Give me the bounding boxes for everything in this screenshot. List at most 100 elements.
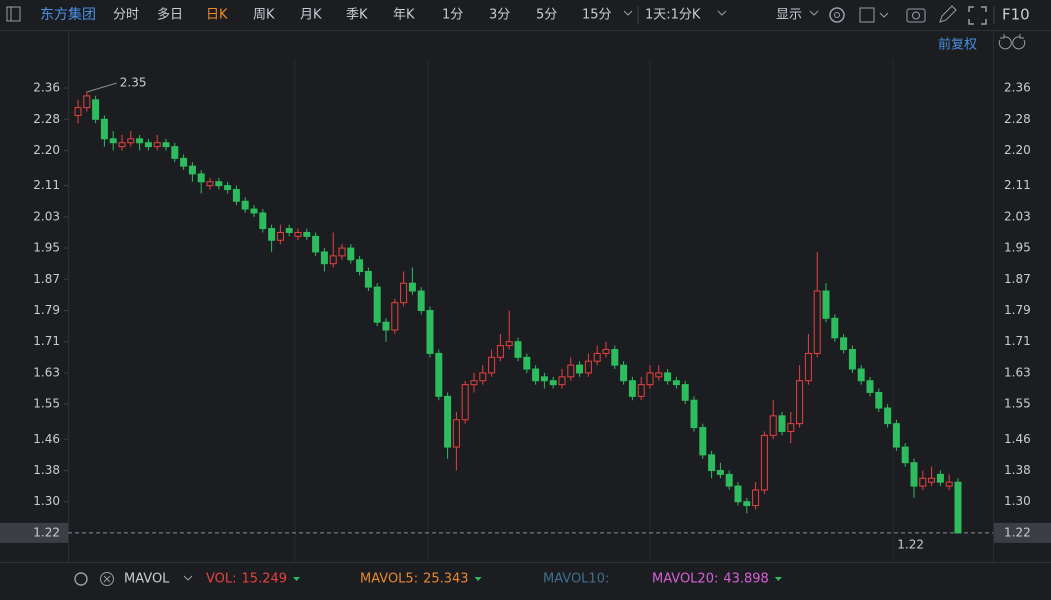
candle-body bbox=[470, 380, 478, 386]
y-tick-label-right: 2.11 bbox=[1004, 178, 1031, 192]
y-tick-label-right: 2.03 bbox=[1004, 209, 1031, 223]
candle-body bbox=[391, 302, 399, 331]
trend-arrow bbox=[774, 577, 782, 581]
display-menu[interactable]: 显示 bbox=[776, 8, 802, 23]
period-tab[interactable]: 年K bbox=[393, 8, 415, 23]
dropdown-arrow[interactable] bbox=[879, 12, 889, 18]
candle-body bbox=[866, 380, 874, 393]
candle-body bbox=[760, 434, 768, 491]
candle-body bbox=[540, 376, 548, 382]
y-tick-label-right: 1.71 bbox=[1004, 334, 1031, 348]
camera-icon[interactable] bbox=[906, 8, 926, 23]
indicator-settings[interactable] bbox=[74, 572, 88, 586]
candle-body bbox=[276, 231, 284, 241]
indicator-label[interactable]: VOL: bbox=[206, 572, 237, 587]
last-price-tag bbox=[994, 522, 1051, 543]
period-tab[interactable]: 3分 bbox=[489, 8, 510, 23]
period-tab[interactable]: 1分 bbox=[442, 8, 463, 23]
candle-body bbox=[180, 157, 188, 167]
candle-body bbox=[928, 477, 936, 483]
f10-button[interactable]: F10 bbox=[1002, 6, 1030, 24]
y-tick-label-right: 1.63 bbox=[1004, 365, 1031, 379]
indicator-name[interactable]: MAVOL bbox=[124, 572, 170, 587]
candle-body bbox=[488, 356, 496, 374]
dropdown-arrow[interactable] bbox=[809, 10, 819, 16]
candle-body bbox=[479, 372, 487, 382]
candle-body bbox=[716, 469, 724, 475]
candle-body bbox=[857, 368, 865, 382]
y-tick-label-right: 2.28 bbox=[1004, 112, 1031, 126]
y-tick-label: 1.38 bbox=[33, 463, 60, 477]
checkbox-icon[interactable] bbox=[859, 7, 875, 23]
candles bbox=[74, 91, 962, 534]
settings-icon[interactable] bbox=[829, 7, 845, 23]
adjust-mode[interactable]: 前复权 bbox=[938, 37, 977, 53]
candle-body bbox=[303, 231, 311, 237]
period-tab[interactable]: 分时 bbox=[113, 8, 139, 23]
candle-body bbox=[910, 462, 918, 487]
candle-body bbox=[584, 360, 592, 374]
stock-name[interactable]: 东方集团 bbox=[40, 6, 96, 23]
period-tab[interactable]: 5分 bbox=[536, 8, 557, 23]
candle-body bbox=[593, 352, 601, 362]
period-tab[interactable]: 日K bbox=[206, 8, 228, 23]
candle-body bbox=[549, 380, 557, 386]
y-tick-label: 2.11 bbox=[33, 178, 60, 192]
candle-body bbox=[884, 407, 892, 425]
candle-body bbox=[831, 317, 839, 339]
indicator-label[interactable]: MAVOL5: bbox=[360, 572, 418, 587]
candle-body bbox=[188, 165, 196, 175]
dropdown-arrow[interactable] bbox=[717, 10, 727, 16]
candle-body bbox=[769, 415, 777, 436]
candle-body bbox=[743, 501, 751, 507]
candle-body bbox=[532, 368, 540, 382]
y-tick-label-right: 2.20 bbox=[1004, 143, 1031, 157]
y-tick-label: 2.36 bbox=[33, 81, 60, 95]
candle-body bbox=[329, 255, 337, 265]
candle-body bbox=[400, 282, 408, 304]
period-tab[interactable]: 月K bbox=[300, 8, 322, 23]
indicator-value: 25.343 bbox=[423, 572, 469, 587]
period-tab[interactable]: 多日 bbox=[157, 7, 183, 23]
dropdown-arrow[interactable] bbox=[183, 575, 193, 581]
indicator-close[interactable] bbox=[100, 572, 114, 586]
candle-body bbox=[241, 200, 249, 210]
y-tick-label-right: 1.46 bbox=[1004, 432, 1031, 446]
indicator-label[interactable]: MAVOL20: bbox=[652, 572, 718, 587]
y-tick-label-right: 1.55 bbox=[1004, 397, 1031, 411]
candle-body bbox=[83, 95, 91, 109]
period-tab[interactable]: 15分 bbox=[582, 8, 612, 23]
candle-body bbox=[118, 142, 126, 148]
indicator-label[interactable]: MAVOL10: bbox=[543, 572, 609, 587]
candle-body bbox=[804, 352, 812, 382]
y-tick-label-right: 1.79 bbox=[1004, 303, 1031, 317]
candle-body bbox=[224, 185, 232, 191]
period-tab[interactable]: 季K bbox=[346, 8, 368, 23]
redo-icon[interactable] bbox=[1012, 34, 1026, 50]
sidebar-icon[interactable] bbox=[6, 6, 21, 22]
undo-icon[interactable] bbox=[998, 34, 1012, 50]
candle-body bbox=[373, 286, 381, 323]
last-price-tag bbox=[0, 522, 68, 543]
y-tick-label: 1.79 bbox=[33, 303, 60, 317]
period-tab[interactable]: 周K bbox=[253, 8, 275, 23]
candle-body bbox=[356, 259, 364, 272]
candle-body bbox=[646, 372, 654, 386]
candle-body bbox=[382, 321, 390, 331]
period-select[interactable]: 1天:1分K bbox=[645, 8, 701, 23]
candle-body bbox=[848, 349, 856, 370]
candle-body bbox=[250, 208, 258, 214]
candle-body bbox=[945, 481, 953, 487]
fullscreen-icon[interactable] bbox=[968, 6, 987, 25]
candle-body bbox=[461, 384, 469, 421]
dropdown-arrow[interactable] bbox=[623, 10, 633, 16]
candle-body bbox=[672, 380, 680, 386]
y-tick-label-right: 1.38 bbox=[1004, 463, 1031, 477]
y-tick-label-right: 1.22 bbox=[1004, 525, 1031, 539]
candle-body bbox=[153, 142, 161, 148]
draw-icon[interactable] bbox=[939, 5, 957, 23]
candle-body bbox=[144, 142, 152, 148]
candle-body bbox=[602, 349, 610, 354]
candle-body bbox=[100, 118, 108, 140]
